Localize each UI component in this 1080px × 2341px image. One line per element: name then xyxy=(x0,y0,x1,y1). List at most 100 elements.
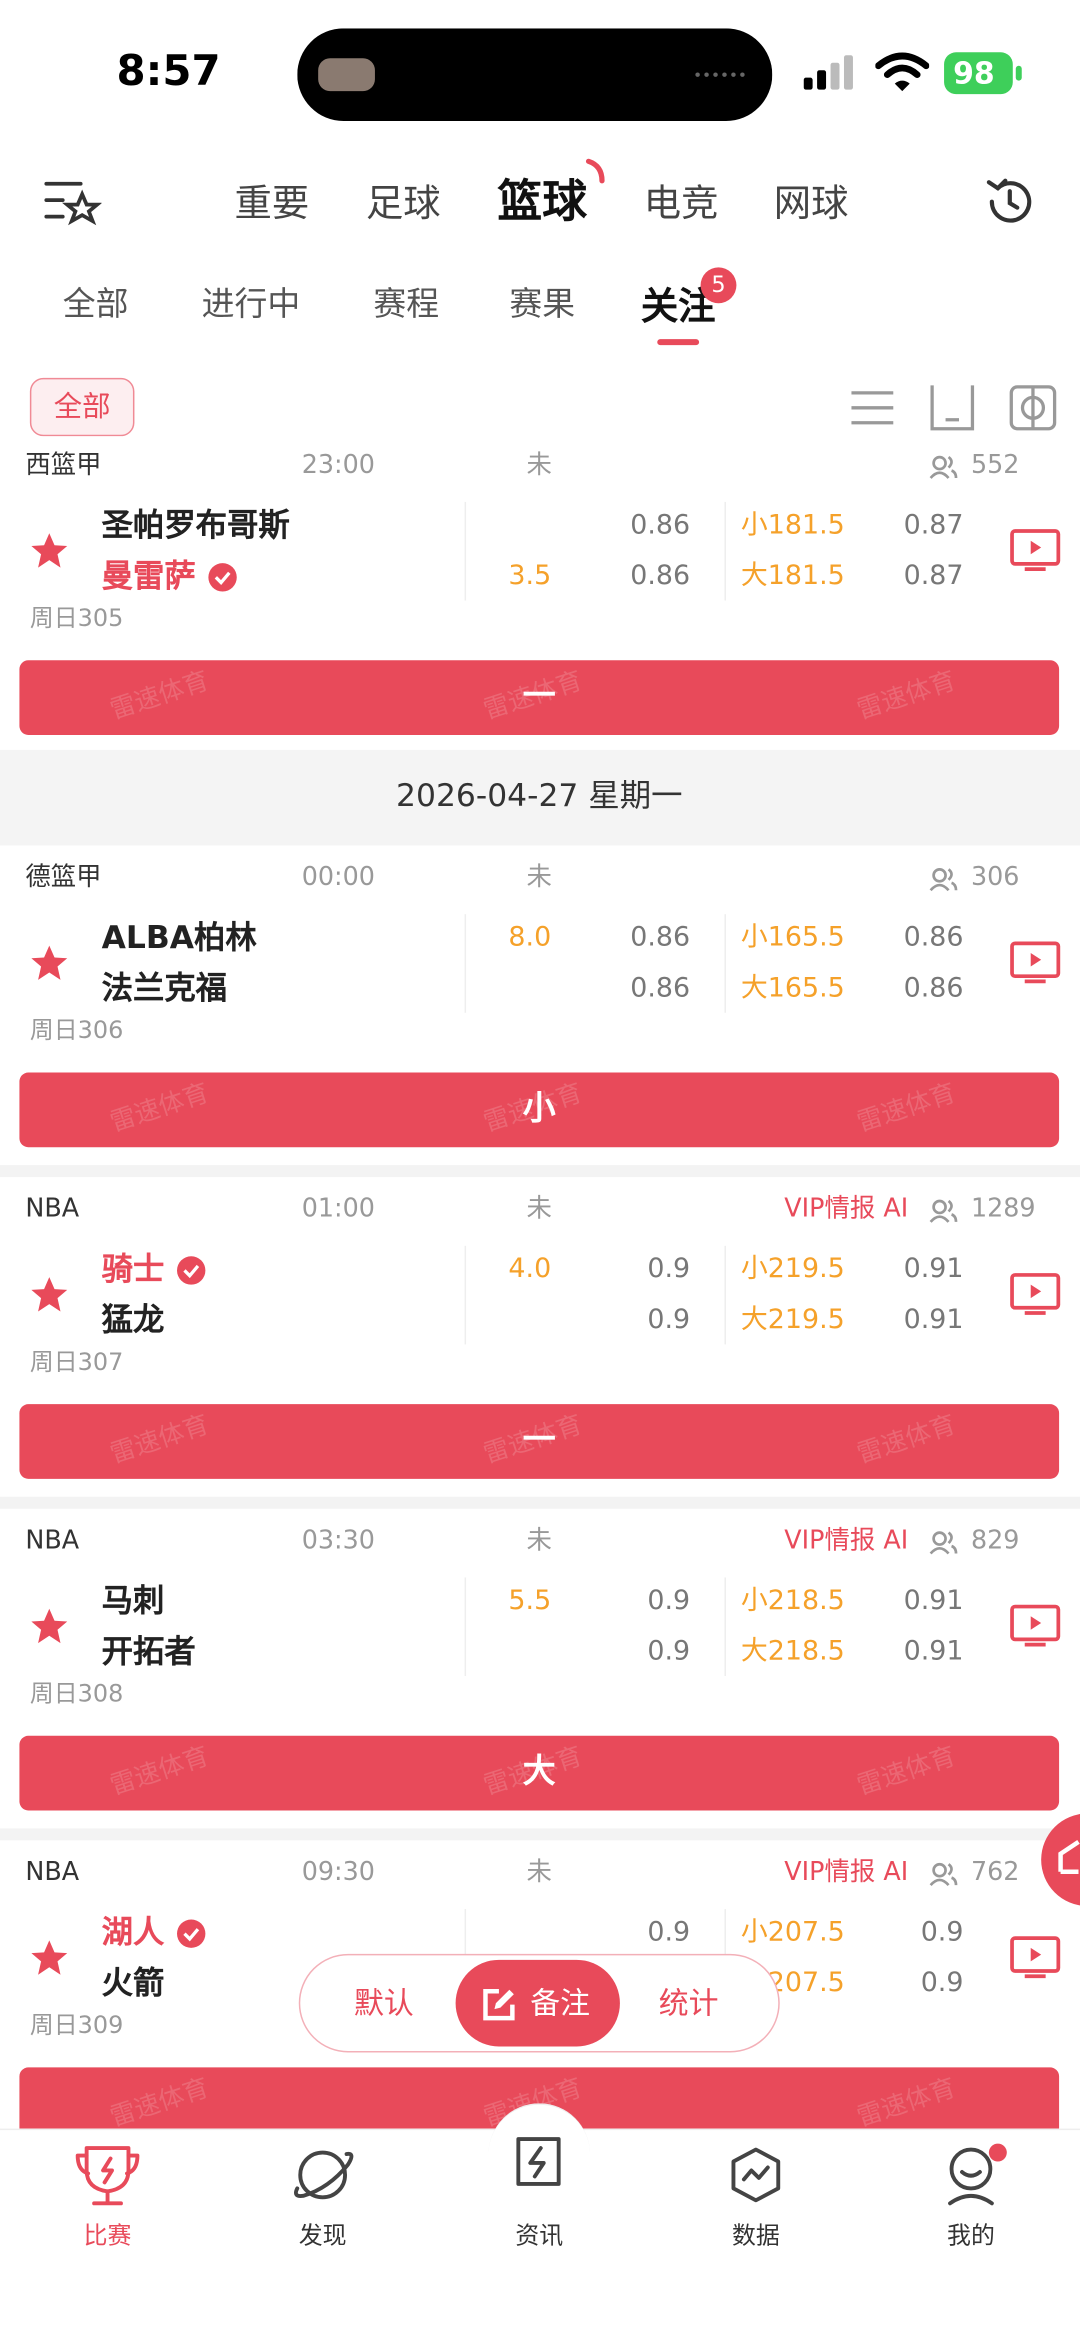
team-row: 火箭 xyxy=(101,1965,165,2001)
watchers-icon xyxy=(929,868,958,892)
float-tab[interactable]: 默认 xyxy=(354,1985,414,2022)
top-tab[interactable]: 重要 xyxy=(234,181,310,225)
match-list: 2026-04-27 星期一 西篮甲 23:00 未 552 圣帕罗布哥斯 曼雷萨 3.5 0.… xyxy=(0,448,1080,2129)
handicap-odds: 0.9 xyxy=(647,1584,691,1617)
total-odds: 0.86 xyxy=(903,972,964,1004)
card-divider xyxy=(0,1496,1080,1509)
status-time: 8:57 xyxy=(116,46,221,96)
top-tab[interactable]: 电竞 xyxy=(643,181,719,225)
result-bar[interactable]: 雷速体育 雷速体育 雷速体育一 xyxy=(19,1404,1060,1479)
sub-tab[interactable]: 赛程 xyxy=(373,286,440,325)
view-toggles[interactable] xyxy=(845,382,1060,433)
league: NBA xyxy=(25,1525,80,1556)
team-name: 湖人 xyxy=(101,1914,165,1951)
verified-badge xyxy=(177,1918,206,1948)
top-tab[interactable]: 篮球 xyxy=(497,176,588,229)
league: 德篮甲 xyxy=(25,862,102,893)
dynamic-island xyxy=(297,28,773,121)
card-divider xyxy=(0,1828,1080,1841)
total-odds: 0.9 xyxy=(920,1967,964,1999)
result-label: 小 xyxy=(522,1090,556,1128)
team-name: 法兰克福 xyxy=(101,970,228,1007)
col-divider xyxy=(464,1245,467,1345)
match-status: 未 xyxy=(526,862,552,893)
team-row: 圣帕罗布哥斯 xyxy=(101,507,290,543)
kickoff-time: 09:30 xyxy=(301,1857,375,1888)
sub-tab-underline xyxy=(657,339,700,346)
watermark: 雷速体育 xyxy=(106,2073,213,2129)
sub-tab[interactable]: 赛果 xyxy=(509,286,576,325)
watermark: 雷速体育 xyxy=(853,1741,960,1802)
watchers-count: 552 xyxy=(970,450,1020,481)
league: 西篮甲 xyxy=(25,450,102,481)
watermark: 雷速体育 xyxy=(106,1410,213,1470)
bottom-tab[interactable]: 我的 xyxy=(947,2221,995,2250)
watchers-count: 306 xyxy=(970,862,1020,893)
handicap-odds: 0.86 xyxy=(630,560,691,592)
menu-icon[interactable] xyxy=(42,176,102,227)
watermark: 雷速体育 xyxy=(853,2073,960,2129)
team-row: 湖人 xyxy=(102,1917,207,1948)
match-code: 周日309 xyxy=(29,2010,124,2040)
total-line: 小165.5 xyxy=(740,921,845,954)
history-icon[interactable] xyxy=(983,175,1037,229)
edit-fab[interactable] xyxy=(1034,1812,1080,1908)
col-divider xyxy=(724,501,726,601)
active-tab-mark xyxy=(585,158,605,184)
result-bar[interactable]: 雷速体育 雷速体育 雷速体育小 xyxy=(19,1072,1060,1148)
bottom-tab[interactable]: 发现 xyxy=(298,2221,347,2250)
battery-icon xyxy=(944,52,1013,95)
total-odds: 0.9 xyxy=(920,1916,964,1948)
result-bar[interactable]: 雷速体育 雷速体育 雷速体育大 xyxy=(19,1735,1060,1811)
league: NBA xyxy=(25,1857,80,1888)
date-band xyxy=(0,749,1080,846)
team-name: ALBA柏林 xyxy=(101,919,257,956)
team-name: 火箭 xyxy=(101,1965,165,2001)
top-tab[interactable]: 网球 xyxy=(773,181,849,225)
handicap-odds: 0.9 xyxy=(647,1253,691,1285)
note-icon xyxy=(483,1988,515,2021)
sub-tab[interactable]: 进行中 xyxy=(201,286,301,325)
vip-info[interactable]: VIP情报 AI xyxy=(784,1525,909,1556)
team-name: 曼雷萨 xyxy=(101,557,196,594)
kickoff-time: 23:00 xyxy=(301,450,375,481)
float-tab[interactable]: 统计 xyxy=(658,1985,719,2022)
col-divider xyxy=(724,1245,726,1345)
total-odds: 0.91 xyxy=(903,1584,964,1617)
live-tv-icon xyxy=(1010,529,1061,571)
col-divider xyxy=(724,914,726,1013)
watermark: 雷速体育 xyxy=(106,1741,213,1802)
watchers-count: 762 xyxy=(970,1857,1020,1888)
follow-star xyxy=(31,1277,68,1312)
total-odds: 0.91 xyxy=(903,1253,964,1285)
result-bar[interactable]: 雷速体育 雷速体育 雷速体育一 xyxy=(19,660,1060,735)
match-code: 周日307 xyxy=(29,1347,124,1376)
watermark: 雷速体育 xyxy=(106,1078,213,1139)
center-bump xyxy=(488,2103,591,2207)
filter-chip[interactable] xyxy=(29,377,135,437)
signal-icon xyxy=(803,55,853,90)
sub-tab[interactable]: 全部 xyxy=(62,286,129,325)
match-status: 未 xyxy=(526,450,552,481)
kickoff-time: 03:30 xyxy=(301,1525,375,1556)
handicap: 5.5 xyxy=(508,1584,552,1617)
follow-star xyxy=(31,945,68,980)
handicap: 8.0 xyxy=(508,921,552,954)
total-line: 大165.5 xyxy=(740,972,845,1004)
vip-info[interactable]: VIP情报 AI xyxy=(784,1857,909,1888)
result-label: 一 xyxy=(522,678,556,716)
team-name: 骑士 xyxy=(101,1251,165,1287)
bottom-nav-icons xyxy=(75,2137,1007,2206)
battery-level: 98 xyxy=(953,55,995,92)
team-name: 圣帕罗布哥斯 xyxy=(101,507,290,543)
float-tab[interactable]: 备注 xyxy=(530,1985,591,2022)
bottom-tab[interactable]: 资讯 xyxy=(515,2221,564,2250)
vip-info[interactable]: VIP情报 AI xyxy=(784,1194,909,1225)
bottom-tab[interactable]: 比赛 xyxy=(83,2221,132,2250)
total-odds: 0.86 xyxy=(903,921,964,954)
bottom-tab[interactable]: 数据 xyxy=(731,2221,780,2250)
top-tab[interactable]: 足球 xyxy=(365,181,441,225)
watchers-icon xyxy=(929,455,958,479)
badge-count: 5 xyxy=(711,271,726,299)
col-divider xyxy=(724,1577,726,1677)
